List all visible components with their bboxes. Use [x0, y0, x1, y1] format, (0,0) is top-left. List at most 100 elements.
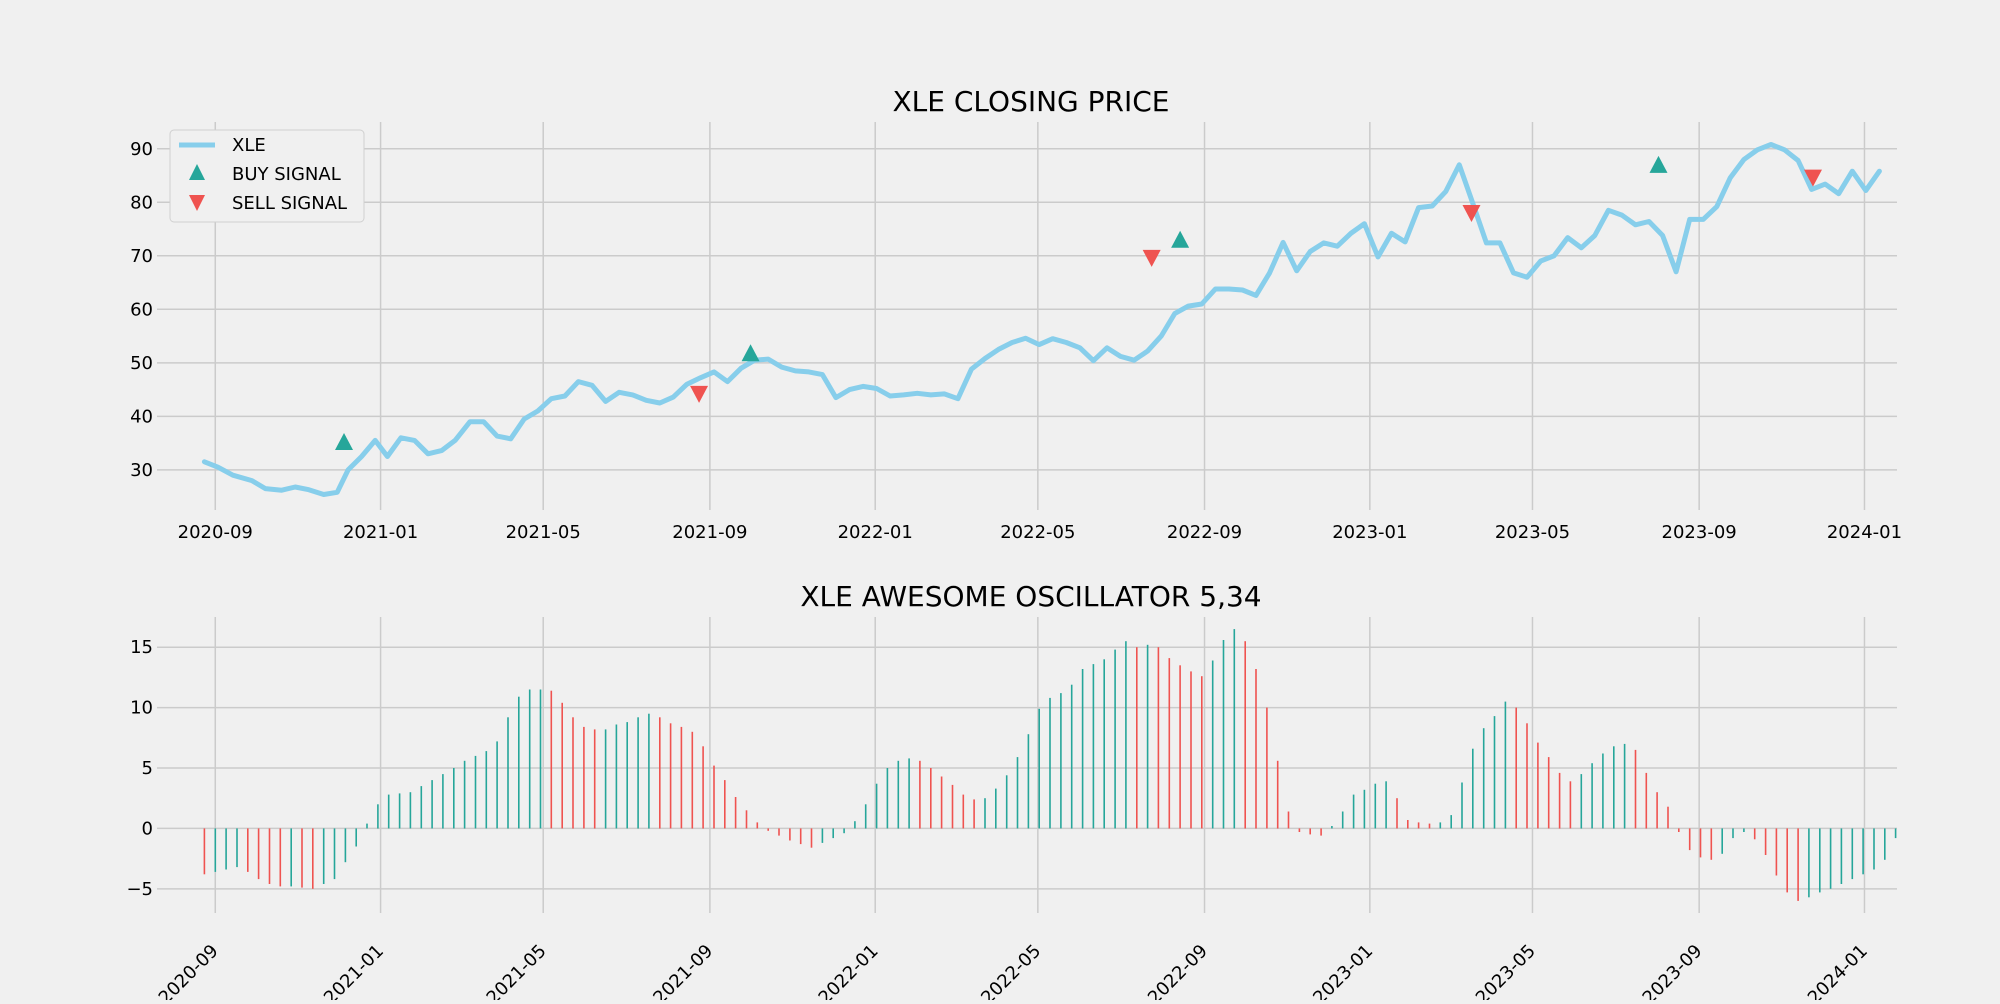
oscillator-bar	[431, 780, 433, 829]
price-grid	[157, 122, 1897, 510]
oscillator-bar	[1526, 723, 1528, 829]
oscillator-bar	[1222, 640, 1225, 829]
oscillator-bar	[463, 760, 466, 829]
oscillator-bar	[1537, 742, 1539, 829]
oscillator-bar	[1580, 774, 1583, 829]
oscillator-bar	[485, 751, 488, 829]
oscillator-bar	[355, 828, 357, 847]
oscillator-bar	[203, 828, 206, 875]
oscillator-bar	[1461, 782, 1463, 829]
price-x-tick-label: 2021-05	[506, 522, 581, 543]
oscillator-bar	[1320, 828, 1322, 836]
price-x-tick-label: 2021-01	[343, 522, 418, 543]
oscillator-bar	[366, 823, 368, 829]
price-x-tick-label: 2022-01	[838, 522, 913, 543]
oscillator-bar	[810, 828, 813, 848]
oscillator-bar	[1721, 828, 1723, 854]
oscillator-bar	[1743, 828, 1745, 832]
oscillator-bar	[1678, 828, 1680, 832]
oscillator-bar	[1558, 772, 1561, 829]
oscillator-bar	[951, 784, 954, 829]
oscillator-bar	[864, 804, 867, 829]
oscillator-bar	[1385, 781, 1387, 829]
price-chart-title: XLE CLOSING PRICE	[893, 85, 1170, 118]
oscillator-bar	[1211, 660, 1214, 829]
oscillator-bar	[377, 804, 379, 829]
sell-signal-marker	[1462, 204, 1481, 222]
oscillator-bars	[203, 629, 1897, 901]
oscillator-bar	[1851, 828, 1854, 880]
oscillator-bar	[669, 723, 672, 829]
oscillator-bar	[1016, 757, 1019, 829]
oscillator-bar	[420, 786, 423, 829]
oscillator-bar	[1092, 664, 1095, 829]
buy-signal-marker	[741, 344, 760, 362]
legend-label-buy: BUY SIGNAL	[232, 164, 341, 185]
oscillator-bar	[1450, 815, 1452, 829]
oscillator-chart-title: XLE AWESOME OSCILLATOR 5,34	[800, 580, 1261, 613]
oscillator-bar	[1081, 669, 1084, 829]
price-x-tick-label: 2023-05	[1495, 522, 1570, 543]
oscillator-bar	[214, 828, 217, 872]
legend-label-sell: SELL SIGNAL	[232, 193, 347, 214]
legend-sell-marker-icon	[189, 195, 205, 211]
oscillator-bar	[897, 760, 900, 829]
oscillator-bar	[799, 828, 802, 845]
oscillator-bar	[1753, 828, 1756, 840]
oscillator-bar	[312, 828, 314, 889]
oscillator-bar	[344, 828, 347, 863]
oscillator-bar	[1298, 828, 1301, 832]
oscillator-bar	[1125, 641, 1127, 829]
oscillator-bar	[322, 828, 325, 884]
oscillator-bar	[1623, 743, 1626, 829]
price-y-tick-label: 40	[130, 406, 153, 427]
oscillator-y-tick-label: 15	[130, 637, 153, 658]
oscillator-bar	[680, 726, 683, 829]
oscillator-bar	[1613, 746, 1615, 829]
oscillator-bar	[1374, 783, 1377, 829]
oscillator-bar	[626, 722, 628, 829]
price-x-tick-label: 2023-01	[1332, 522, 1407, 543]
oscillator-bar	[1103, 659, 1105, 829]
oscillator-bar	[1862, 828, 1864, 875]
oscillator-bar	[1472, 748, 1474, 829]
oscillator-bar	[1407, 820, 1409, 829]
oscillator-bar	[1049, 697, 1051, 829]
price-legend: XLE BUY SIGNAL SELL SIGNAL	[169, 129, 365, 223]
oscillator-bar	[1255, 669, 1257, 829]
price-y-tick-label: 90	[130, 139, 153, 160]
oscillator-bar	[1146, 644, 1149, 829]
sell-signal-marker	[690, 385, 709, 403]
oscillator-bar	[789, 828, 791, 841]
oscillator-bar	[453, 768, 455, 829]
oscillator-bar	[442, 774, 444, 829]
price-y-tick-label: 30	[130, 460, 153, 481]
oscillator-bar	[1569, 781, 1572, 829]
oscillator-bar	[745, 810, 748, 829]
oscillator-bar	[821, 828, 824, 843]
oscillator-bar	[886, 768, 889, 829]
oscillator-y-tick-label: 0	[142, 818, 153, 839]
oscillator-bar	[1775, 828, 1778, 876]
oscillator-bar	[615, 724, 618, 829]
oscillator-bar	[637, 717, 639, 829]
oscillator-bar	[1027, 734, 1030, 829]
legend-box	[169, 129, 365, 223]
oscillator-bar	[1070, 684, 1073, 829]
oscillator-bar	[1547, 757, 1550, 829]
oscillator-bar	[1157, 647, 1160, 829]
oscillator-bar	[1667, 806, 1669, 829]
oscillator-bar	[1819, 828, 1821, 893]
oscillator-bar	[995, 788, 997, 829]
oscillator-bar	[843, 828, 845, 834]
oscillator-bar	[1732, 828, 1734, 839]
oscillator-bar	[474, 755, 477, 829]
oscillator-bar	[962, 794, 965, 829]
oscillator-bar	[832, 828, 834, 839]
oscillator-bar	[518, 696, 520, 829]
oscillator-bar	[539, 689, 542, 829]
price-x-tick-label: 2021-09	[672, 522, 747, 543]
oscillator-bar	[1005, 775, 1008, 829]
oscillator-bar	[1656, 792, 1658, 829]
